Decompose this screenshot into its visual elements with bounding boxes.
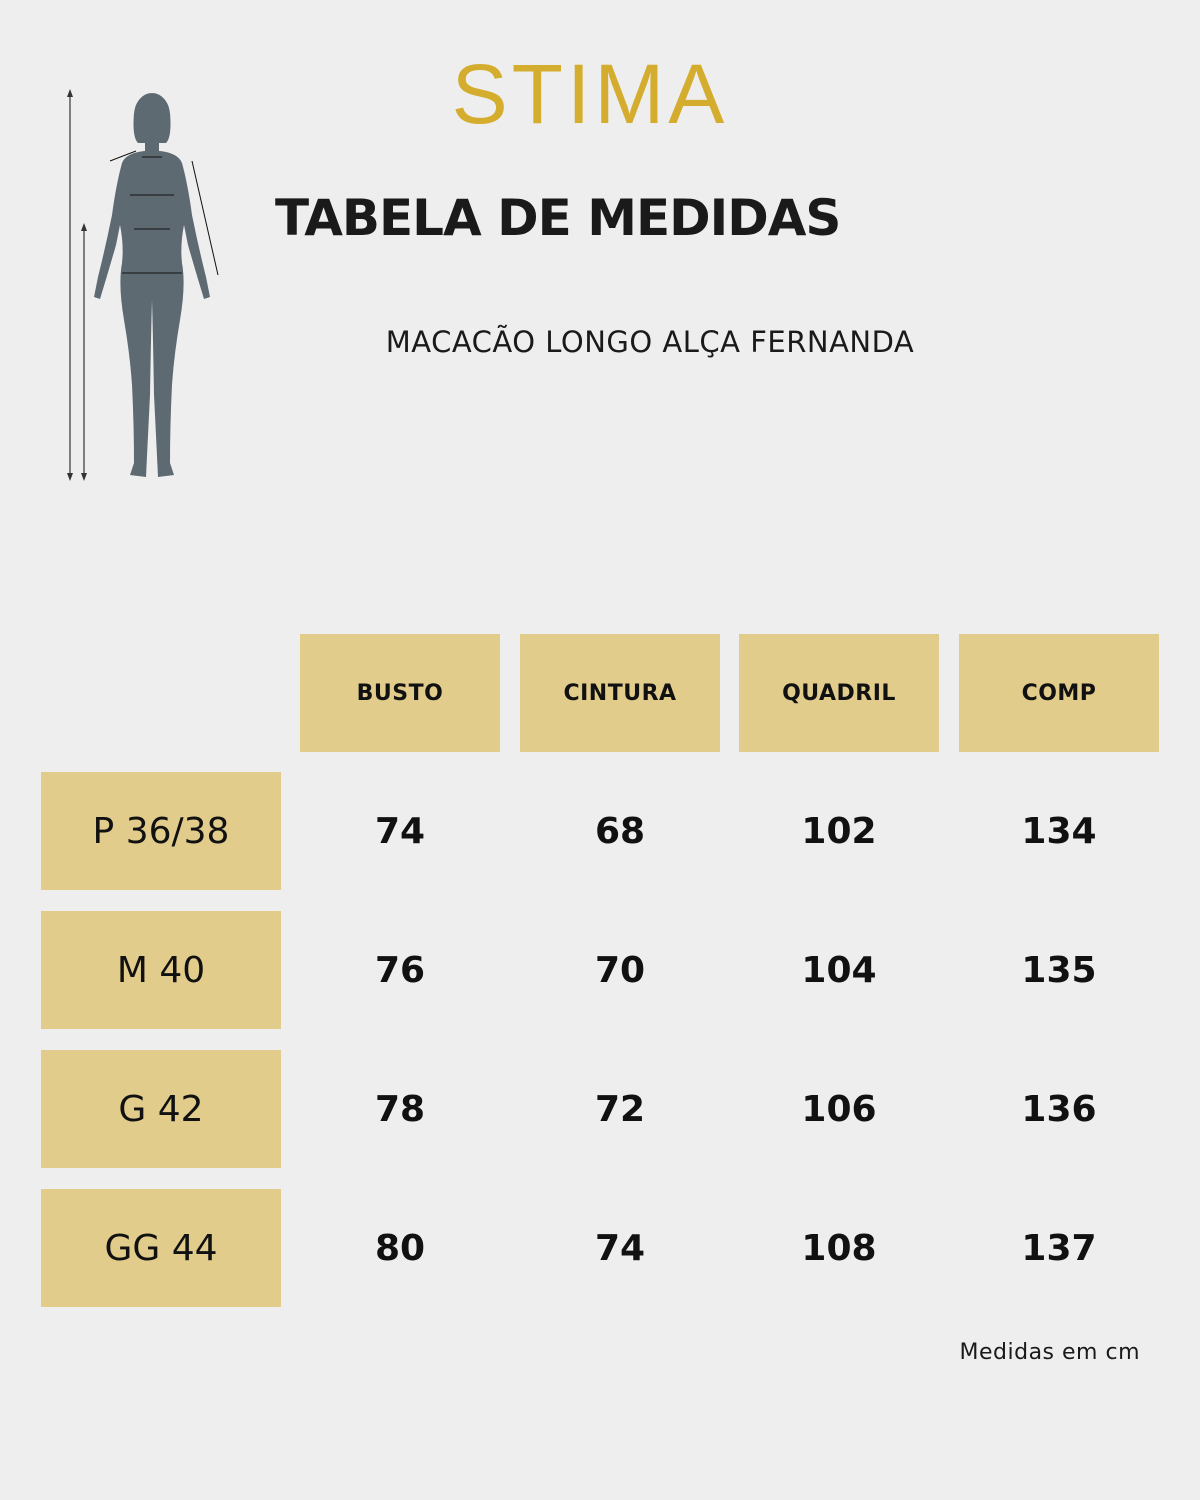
column-header-cintura: CINTURA (520, 634, 720, 752)
table-cell: 137 (1021, 1227, 1097, 1269)
column-header-comp: COMP (959, 634, 1159, 752)
units-footnote: Medidas em cm (959, 1340, 1140, 1365)
body-measurement-figure-icon (60, 85, 230, 485)
column-header-busto: BUSTO (300, 634, 500, 752)
table-cell: 70 (594, 949, 646, 991)
table-cell: 76 (374, 949, 426, 991)
table-cell: 136 (1021, 1088, 1097, 1130)
size-label: G 42 (41, 1050, 281, 1168)
table-cell: 134 (1021, 810, 1097, 852)
column-header-quadril: QUADRIL (739, 634, 939, 752)
table-cell: 104 (801, 949, 877, 991)
size-label: GG 44 (41, 1189, 281, 1307)
table-cell: 106 (801, 1088, 877, 1130)
page-title: TABELA DE MEDIDAS (275, 189, 841, 247)
table-cell: 74 (374, 810, 426, 852)
table-cell: 102 (801, 810, 877, 852)
table-cell: 72 (594, 1088, 646, 1130)
table-cell: 74 (594, 1227, 646, 1269)
table-cell: 68 (594, 810, 646, 852)
product-name: MACACÃO LONGO ALÇA FERNANDA (385, 325, 915, 359)
size-label: P 36/38 (41, 772, 281, 890)
table-cell: 135 (1021, 949, 1097, 991)
size-label: M 40 (41, 911, 281, 1029)
brand-logo: STIMA (451, 47, 729, 141)
table-cell: 108 (801, 1227, 877, 1269)
table-cell: 78 (374, 1088, 426, 1130)
table-cell: 80 (374, 1227, 426, 1269)
